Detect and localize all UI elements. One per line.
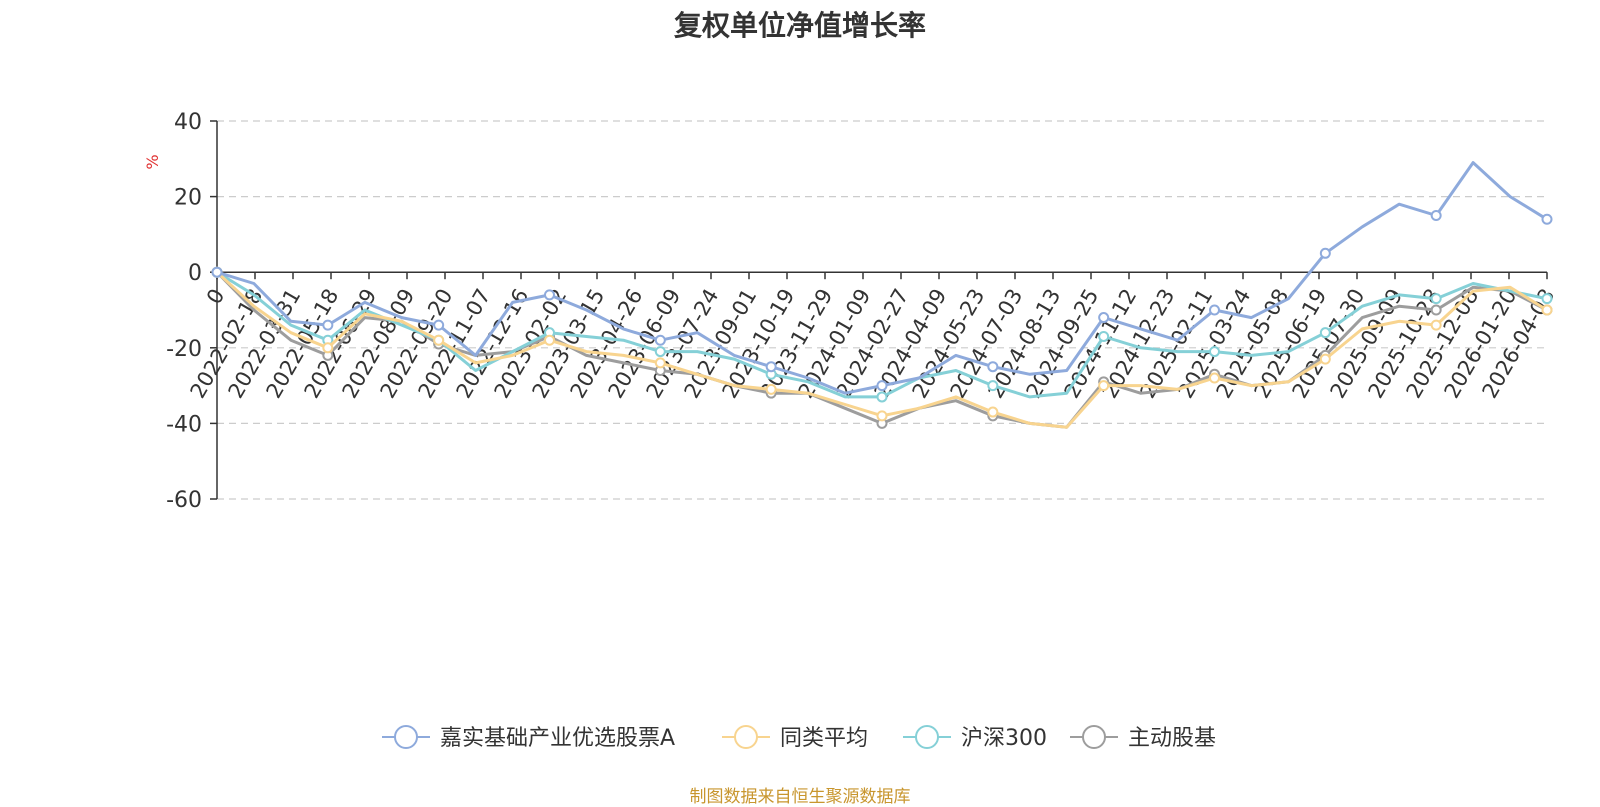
y-tick-label: -20: [166, 337, 202, 362]
legend-item[interactable]: 嘉实基础产业优选股票A: [382, 725, 675, 751]
y-tick-label: -60: [166, 488, 202, 513]
legend-item[interactable]: 沪深300: [903, 725, 1047, 751]
x-tick-label: 0: [202, 285, 229, 309]
legend-marker: [734, 725, 758, 749]
legend-label: 嘉实基础产业优选股票A: [440, 726, 675, 751]
legend-label: 沪深300: [961, 726, 1047, 751]
data-point: [1541, 293, 1553, 305]
data-point: [1098, 380, 1110, 392]
data-point: [1319, 247, 1331, 259]
data-point: [654, 334, 666, 346]
data-point: [433, 319, 445, 331]
data-point: [322, 319, 334, 331]
y-tick-label: 20: [174, 186, 202, 211]
data-point: [876, 380, 888, 392]
data-point: [654, 357, 666, 369]
y-tick-label: 0: [188, 261, 202, 286]
data-point: [1430, 293, 1442, 305]
legend-label: 主动股基: [1128, 726, 1216, 751]
data-point: [1098, 312, 1110, 324]
data-point: [1430, 210, 1442, 221]
data-point: [1209, 346, 1220, 358]
data-point: [987, 361, 999, 373]
data-point: [1541, 213, 1553, 225]
data-point: [987, 380, 999, 392]
data-point: [1319, 327, 1331, 339]
legend-item[interactable]: 同类平均: [722, 725, 868, 751]
y-tick-label: 40: [174, 110, 202, 135]
chart-title: 复权单位净值增长率: [673, 9, 926, 42]
data-point: [544, 334, 555, 346]
data-point: [876, 391, 888, 403]
y-tick-label: -40: [166, 412, 202, 437]
data-point: [211, 266, 223, 278]
data-point: [765, 383, 777, 395]
y-axis-unit-label: %: [143, 154, 162, 169]
data-point: [987, 406, 999, 418]
legend-label: 同类平均: [780, 726, 868, 751]
legend-item[interactable]: 主动股基: [1070, 725, 1216, 751]
data-point: [433, 334, 445, 346]
data-point: [322, 342, 334, 354]
data-point: [1430, 319, 1442, 331]
legend-marker: [1082, 725, 1106, 749]
data-point: [1209, 372, 1220, 384]
data-point: [1098, 330, 1110, 342]
data-point: [765, 361, 777, 373]
data-point: [1209, 304, 1220, 316]
legend-marker: [915, 725, 939, 749]
data-point: [1319, 353, 1331, 365]
legend-marker: [394, 725, 418, 749]
data-point: [544, 289, 555, 301]
data-point: [1430, 304, 1442, 316]
data-point: [876, 410, 888, 422]
data-point: [1541, 304, 1553, 316]
data-source-note: 制图数据来自恒生聚源数据库: [689, 787, 911, 807]
data-point: [654, 346, 666, 358]
